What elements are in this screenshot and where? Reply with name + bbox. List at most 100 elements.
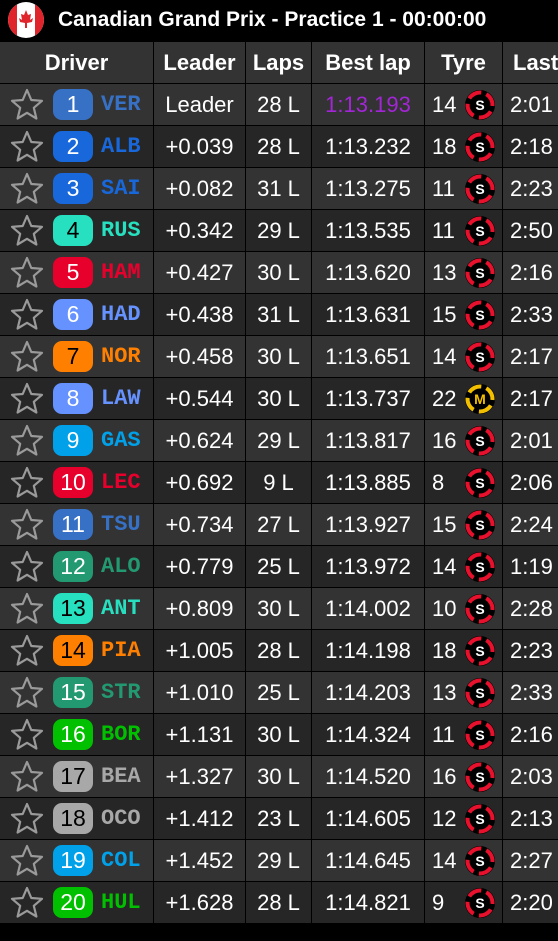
laps: 30 L bbox=[246, 756, 311, 797]
tyre-cell: 16 S bbox=[425, 420, 502, 461]
tyre-icon: S bbox=[465, 636, 495, 666]
tyre-icon: S bbox=[465, 300, 495, 330]
driver-cell: 20 HUL bbox=[0, 882, 153, 923]
laps: 31 L bbox=[246, 168, 311, 209]
last-lap: 2:20 bbox=[503, 882, 558, 923]
position-badge: 12 bbox=[53, 551, 93, 582]
tyre-age: 13 bbox=[432, 260, 457, 285]
position-badge: 7 bbox=[53, 341, 93, 372]
gap: +1.131 bbox=[154, 714, 245, 755]
tyre-age: 16 bbox=[432, 764, 457, 789]
favorite-star[interactable] bbox=[9, 423, 45, 459]
driver-code: PIA bbox=[101, 638, 141, 663]
laps: 27 L bbox=[246, 504, 311, 545]
best-lap: 1:13.927 bbox=[312, 504, 424, 545]
tyre-age: 18 bbox=[432, 638, 457, 663]
favorite-star[interactable] bbox=[9, 885, 45, 921]
tyre-age: 11 bbox=[432, 218, 455, 243]
favorite-star[interactable] bbox=[9, 591, 45, 627]
tyre-compound: S bbox=[475, 769, 484, 785]
favorite-star[interactable] bbox=[9, 213, 45, 249]
position-badge: 11 bbox=[53, 509, 93, 540]
tyre-icon: S bbox=[465, 132, 495, 162]
favorite-star[interactable] bbox=[9, 297, 45, 333]
last-lap: 2:28 bbox=[503, 588, 558, 629]
best-lap: 1:13.535 bbox=[312, 210, 424, 251]
favorite-star[interactable] bbox=[9, 507, 45, 543]
last-lap: 2:27 bbox=[503, 840, 558, 881]
gap: +0.342 bbox=[154, 210, 245, 251]
favorite-star[interactable] bbox=[9, 87, 45, 123]
column-header: Laps bbox=[246, 42, 311, 83]
tyre-compound: S bbox=[475, 601, 484, 617]
driver-code: BEA bbox=[101, 764, 141, 789]
tyre-cell: 22 M bbox=[425, 378, 502, 419]
laps: 29 L bbox=[246, 840, 311, 881]
driver-code: VER bbox=[101, 92, 141, 117]
favorite-star[interactable] bbox=[9, 717, 45, 753]
gap: +0.082 bbox=[154, 168, 245, 209]
tyre-age: 14 bbox=[432, 92, 457, 117]
tyre-age: 9 bbox=[432, 890, 445, 915]
favorite-star[interactable] bbox=[9, 129, 45, 165]
last-lap: 2:17 bbox=[503, 336, 558, 377]
last-lap: 2:06 bbox=[503, 462, 558, 503]
driver-cell: 16 BOR bbox=[0, 714, 153, 755]
driver-cell: 4 RUS bbox=[0, 210, 153, 251]
tyre-icon: S bbox=[465, 174, 495, 204]
tyre-compound: S bbox=[475, 433, 484, 449]
favorite-star[interactable] bbox=[9, 633, 45, 669]
driver-code: NOR bbox=[101, 344, 141, 369]
position-badge: 16 bbox=[53, 719, 93, 750]
tyre-compound: S bbox=[475, 685, 484, 701]
gap: +1.327 bbox=[154, 756, 245, 797]
driver-code: OCO bbox=[101, 806, 141, 831]
tyre-compound: S bbox=[475, 727, 484, 743]
favorite-star[interactable] bbox=[9, 255, 45, 291]
last-lap: 2:01 bbox=[503, 84, 558, 125]
favorite-star[interactable] bbox=[9, 465, 45, 501]
laps: 28 L bbox=[246, 882, 311, 923]
last-lap: 2:16 bbox=[503, 714, 558, 755]
tyre-cell: 16 S bbox=[425, 756, 502, 797]
favorite-star[interactable] bbox=[9, 759, 45, 795]
driver-cell: 14 PIA bbox=[0, 630, 153, 671]
column-header: Leader bbox=[154, 42, 245, 83]
tyre-cell: 18 S bbox=[425, 126, 502, 167]
column-header: Last bbox=[503, 42, 558, 83]
tyre-icon: S bbox=[465, 720, 495, 750]
favorite-star[interactable] bbox=[9, 675, 45, 711]
driver-code: ALB bbox=[101, 134, 141, 159]
last-lap: 2:03 bbox=[503, 756, 558, 797]
last-lap: 2:13 bbox=[503, 798, 558, 839]
position-badge: 1 bbox=[53, 89, 93, 120]
position-badge: 6 bbox=[53, 299, 93, 330]
position-badge: 9 bbox=[53, 425, 93, 456]
position-badge: 8 bbox=[53, 383, 93, 414]
tyre-icon: S bbox=[465, 258, 495, 288]
favorite-star[interactable] bbox=[9, 381, 45, 417]
driver-cell: 9 GAS bbox=[0, 420, 153, 461]
favorite-star[interactable] bbox=[9, 549, 45, 585]
driver-code: RUS bbox=[101, 218, 141, 243]
best-lap: 1:14.520 bbox=[312, 756, 424, 797]
gap: +0.438 bbox=[154, 294, 245, 335]
favorite-star[interactable] bbox=[9, 843, 45, 879]
position-badge: 10 bbox=[53, 467, 93, 498]
tyre-cell: 10 S bbox=[425, 588, 502, 629]
tyre-age: 16 bbox=[432, 428, 457, 453]
favorite-star[interactable] bbox=[9, 339, 45, 375]
title-bar: Canadian Grand Prix - Practice 1 - 00:00… bbox=[0, 0, 558, 40]
gap: +0.734 bbox=[154, 504, 245, 545]
tyre-compound: S bbox=[475, 181, 484, 197]
best-lap: 1:13.193 bbox=[312, 84, 424, 125]
favorite-star[interactable] bbox=[9, 171, 45, 207]
position-badge: 17 bbox=[53, 761, 93, 792]
laps: 25 L bbox=[246, 546, 311, 587]
driver-code: SAI bbox=[101, 176, 141, 201]
tyre-age: 14 bbox=[432, 344, 457, 369]
flag-icon bbox=[8, 2, 44, 38]
favorite-star[interactable] bbox=[9, 801, 45, 837]
